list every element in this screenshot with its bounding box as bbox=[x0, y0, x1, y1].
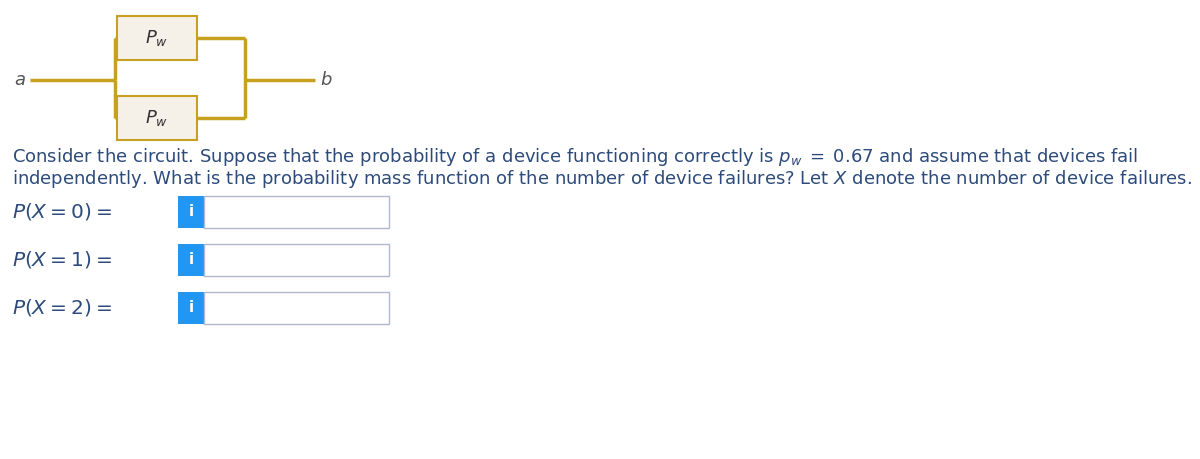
Text: $P(X = 1) =$: $P(X = 1) =$ bbox=[12, 250, 112, 270]
Text: $P(X = 2) =$: $P(X = 2) =$ bbox=[12, 297, 112, 319]
FancyBboxPatch shape bbox=[178, 244, 204, 276]
Text: i: i bbox=[188, 252, 193, 268]
FancyBboxPatch shape bbox=[204, 196, 389, 228]
Text: Consider the circuit. Suppose that the probability of a device functioning corre: Consider the circuit. Suppose that the p… bbox=[12, 146, 1138, 168]
FancyBboxPatch shape bbox=[178, 196, 204, 228]
FancyBboxPatch shape bbox=[118, 16, 197, 60]
Text: i: i bbox=[188, 205, 193, 219]
Text: b: b bbox=[320, 71, 331, 89]
FancyBboxPatch shape bbox=[204, 244, 389, 276]
FancyBboxPatch shape bbox=[204, 292, 389, 324]
Text: $P_w$: $P_w$ bbox=[145, 108, 168, 128]
Text: independently. What is the probability mass function of the number of device fai: independently. What is the probability m… bbox=[12, 168, 1192, 190]
Text: a: a bbox=[14, 71, 25, 89]
Text: i: i bbox=[188, 301, 193, 315]
Text: $P_w$: $P_w$ bbox=[145, 28, 168, 48]
FancyBboxPatch shape bbox=[178, 292, 204, 324]
FancyBboxPatch shape bbox=[118, 96, 197, 140]
Text: $P(X = 0) =$: $P(X = 0) =$ bbox=[12, 202, 112, 223]
